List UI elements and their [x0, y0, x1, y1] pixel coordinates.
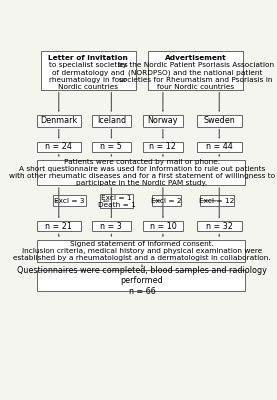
Text: n = 21: n = 21 [45, 222, 72, 231]
Text: n = 10: n = 10 [150, 222, 176, 231]
FancyBboxPatch shape [37, 240, 245, 262]
Text: Excl = 3: Excl = 3 [54, 198, 85, 204]
Text: Letter of invitation: Letter of invitation [48, 55, 128, 61]
FancyBboxPatch shape [143, 221, 183, 231]
FancyBboxPatch shape [41, 51, 135, 90]
Text: Excl = 1
Death = 1: Excl = 1 Death = 1 [98, 194, 136, 208]
Text: n = 44: n = 44 [206, 142, 233, 151]
FancyBboxPatch shape [143, 115, 183, 126]
FancyBboxPatch shape [148, 51, 243, 90]
Text: Signed statement of informed consent.
Inclusion criteria, medical history and ph: Signed statement of informed consent. In… [13, 241, 271, 261]
Text: Patients were contacted by mail or phone.
A short questionnaire was used for inf: Patients were contacted by mail or phone… [9, 159, 275, 186]
Text: n = 12: n = 12 [150, 142, 176, 151]
Text: Nordic countries: Nordic countries [58, 84, 118, 90]
FancyBboxPatch shape [197, 142, 242, 152]
FancyBboxPatch shape [197, 115, 242, 126]
Text: (NORDPSO) and the national patient: (NORDPSO) and the national patient [129, 70, 263, 76]
Text: Sweden: Sweden [203, 116, 235, 125]
Text: Excl = 12: Excl = 12 [199, 198, 235, 204]
FancyBboxPatch shape [100, 194, 134, 208]
Text: societies for Rheumatism and Psoriasis in: societies for Rheumatism and Psoriasis i… [119, 77, 272, 83]
Text: n = 24: n = 24 [45, 142, 72, 151]
FancyBboxPatch shape [37, 270, 245, 291]
FancyBboxPatch shape [200, 195, 234, 206]
FancyBboxPatch shape [197, 221, 242, 231]
FancyBboxPatch shape [37, 221, 81, 231]
Text: Advertisement: Advertisement [165, 55, 227, 61]
Text: of dermatology and: of dermatology and [52, 70, 125, 76]
Text: Norway: Norway [148, 116, 178, 125]
FancyBboxPatch shape [143, 142, 183, 152]
Text: four Nordic countries: four Nordic countries [157, 84, 234, 90]
Text: rheumatology in four: rheumatology in four [49, 77, 127, 83]
Text: Excl = 2: Excl = 2 [151, 198, 181, 204]
FancyBboxPatch shape [37, 160, 245, 185]
Text: by the Nordic Patient Psoriasis Association: by the Nordic Patient Psoriasis Associat… [117, 62, 274, 68]
Text: Questionnaires were completed, blood samples and radiology
performed
n = 66: Questionnaires were completed, blood sam… [17, 266, 267, 296]
Text: to specialist societies: to specialist societies [49, 62, 128, 68]
FancyBboxPatch shape [37, 115, 81, 126]
Text: Denmark: Denmark [40, 116, 77, 125]
Text: n = 3: n = 3 [101, 222, 122, 231]
FancyBboxPatch shape [53, 195, 86, 206]
FancyBboxPatch shape [91, 142, 131, 152]
FancyBboxPatch shape [91, 221, 131, 231]
Text: Iceland: Iceland [97, 116, 126, 125]
FancyBboxPatch shape [91, 115, 131, 126]
Text: n = 32: n = 32 [206, 222, 233, 231]
FancyBboxPatch shape [37, 142, 81, 152]
Text: n = 5: n = 5 [101, 142, 122, 151]
FancyBboxPatch shape [152, 195, 181, 206]
